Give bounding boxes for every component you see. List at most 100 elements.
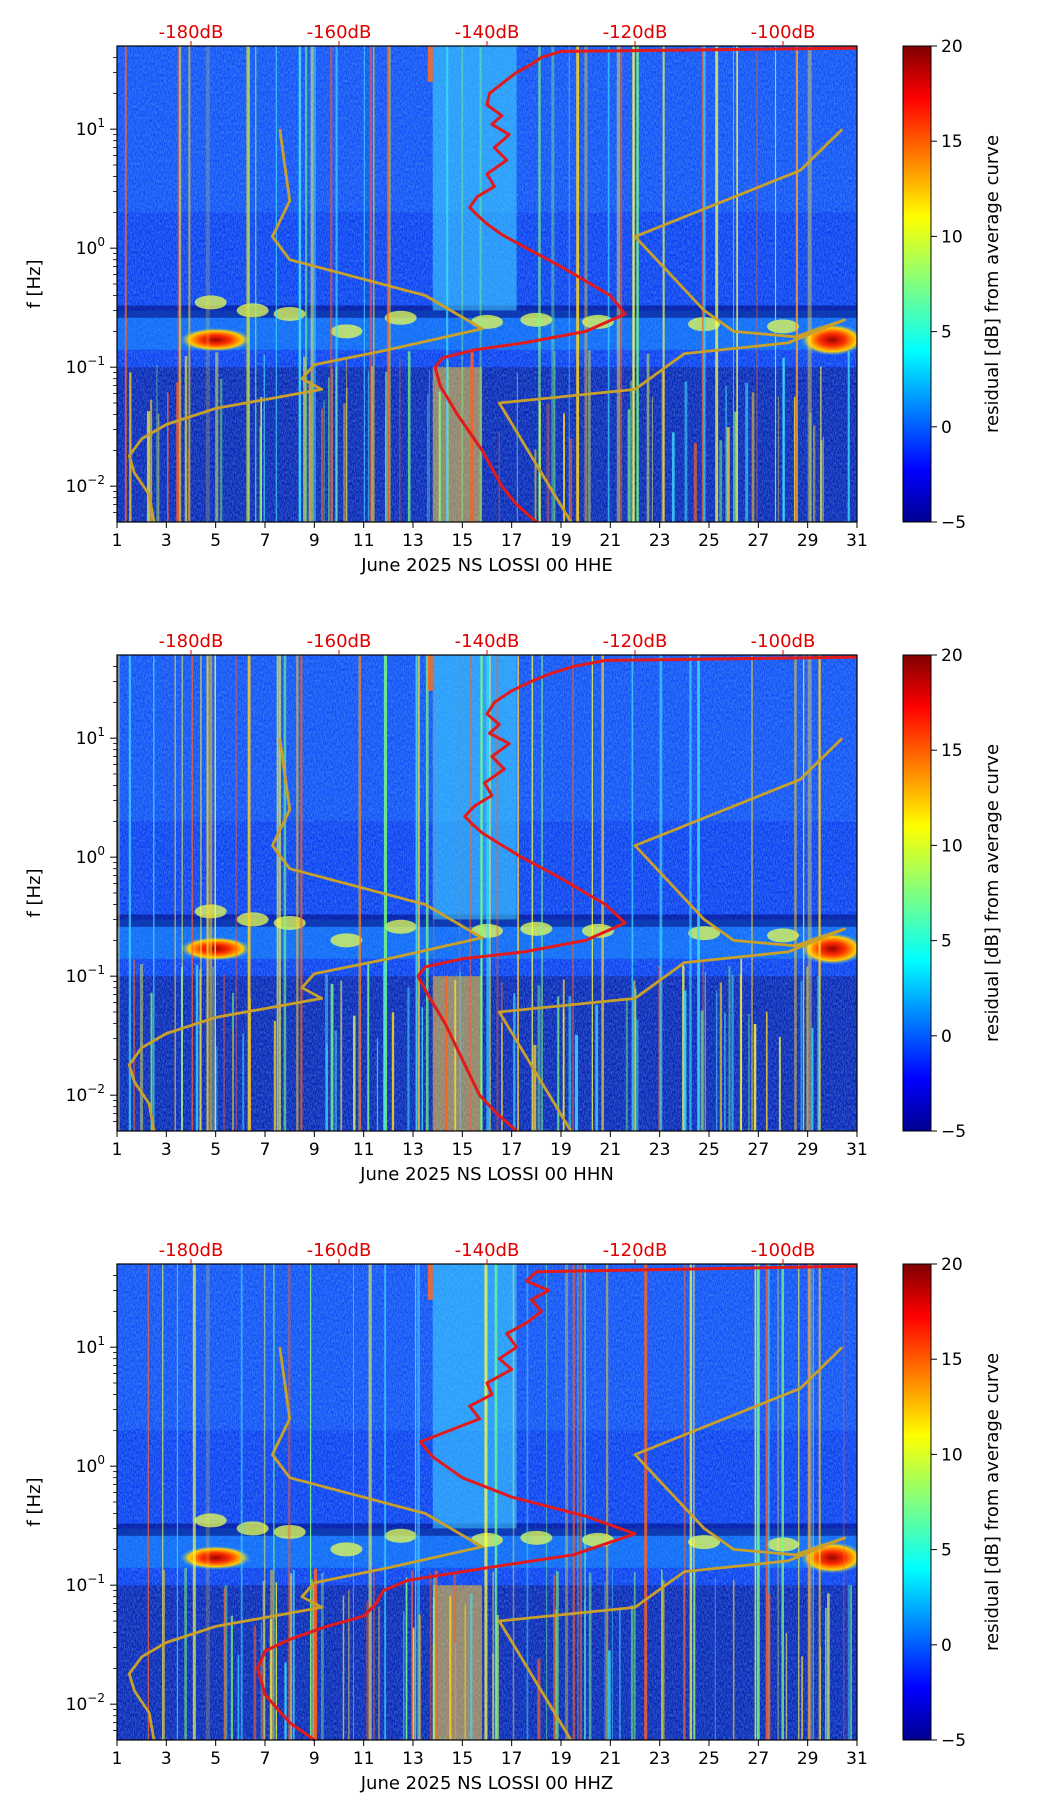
transient-streak xyxy=(554,1609,557,1740)
x-tick-label: 5 xyxy=(210,531,221,551)
transient-streak xyxy=(684,381,688,522)
transient-streak xyxy=(636,46,639,522)
microseism-blob xyxy=(582,923,614,938)
db-label: -100dB xyxy=(751,22,816,43)
transient-streak xyxy=(756,1264,760,1740)
x-axis-title: June 2025 NS LOSSI 00 HHE xyxy=(360,555,613,576)
colorbar xyxy=(902,1263,932,1741)
x-tick-label: 3 xyxy=(161,1140,172,1160)
transient-streak xyxy=(147,1264,149,1740)
transient-streak xyxy=(555,1571,559,1740)
transient-streak xyxy=(262,1652,264,1740)
spectrogram-area xyxy=(117,46,857,522)
transient-streak xyxy=(796,46,798,522)
db-label: -120dB xyxy=(603,1240,668,1261)
transient-streak xyxy=(800,980,803,1131)
transient-streak xyxy=(191,655,194,1131)
colorbar-tick-label: 15 xyxy=(941,132,963,152)
transient-streak xyxy=(458,655,461,1131)
transient-streak xyxy=(303,356,306,522)
y-axis-title: f [Hz] xyxy=(24,259,45,308)
transient-streak xyxy=(479,46,482,522)
transient-streak xyxy=(631,655,634,1131)
x-tick-label: 9 xyxy=(309,1749,320,1769)
microseism-blob xyxy=(688,926,721,941)
y-tick-label: 10−2 xyxy=(66,1691,105,1715)
transient-streak xyxy=(644,1264,648,1740)
transient-streak xyxy=(298,46,302,522)
colorbar-tick-label: 0 xyxy=(941,1636,952,1656)
transient-streak xyxy=(538,46,541,522)
transient-streak xyxy=(340,980,343,1131)
transient-streak xyxy=(444,975,448,1131)
db-label: -100dB xyxy=(751,1240,816,1261)
transient-streak xyxy=(601,655,604,1131)
transient-streak xyxy=(808,1264,811,1740)
nlnm-curve xyxy=(127,1347,484,1741)
microseism-blob xyxy=(767,928,799,943)
transient-streak xyxy=(572,1264,575,1740)
transient-streak xyxy=(512,1264,515,1740)
transient-streak xyxy=(516,372,518,522)
x-tick-label: 29 xyxy=(797,1749,819,1769)
high-frequency-burst xyxy=(427,46,433,82)
transient-streak xyxy=(461,46,464,522)
transient-streak xyxy=(240,1264,243,1740)
colorbar-tick-label: 20 xyxy=(941,37,963,57)
transient-streak xyxy=(310,46,314,522)
transient-streak xyxy=(453,1572,457,1740)
average-psd-curve xyxy=(416,655,858,1133)
colorbar-title: residual [dB] from average curve xyxy=(982,1353,1003,1651)
transient-streak xyxy=(434,1570,438,1740)
transient-streak xyxy=(724,1012,726,1131)
transient-streak xyxy=(781,1264,784,1740)
colorbar-tick-label: 0 xyxy=(941,1027,952,1047)
transient-streak xyxy=(661,1569,663,1740)
transient-streak xyxy=(740,958,743,1131)
transient-streak xyxy=(719,440,723,522)
transient-streak xyxy=(806,966,809,1131)
transient-streak xyxy=(793,396,796,522)
transient-streak xyxy=(568,996,572,1131)
transient-streak xyxy=(794,655,797,1131)
transient-streak xyxy=(847,351,850,522)
transient-streak xyxy=(785,1633,788,1740)
transient-streak xyxy=(693,443,697,522)
transient-streak xyxy=(373,46,375,522)
db-label: -160dB xyxy=(307,631,372,652)
microseism-blob xyxy=(384,1528,417,1543)
x-tick-label: 11 xyxy=(353,531,375,551)
microseism-blob xyxy=(273,306,306,321)
db-label: -140dB xyxy=(455,1240,520,1261)
transient-streak xyxy=(683,990,687,1131)
transient-streak xyxy=(275,46,277,522)
transient-streak xyxy=(819,1646,821,1740)
transient-streak xyxy=(246,46,249,522)
transient-streak xyxy=(284,1662,287,1740)
transient-streak xyxy=(694,1571,696,1740)
x-tick-label: 19 xyxy=(550,1140,572,1160)
transient-streak xyxy=(399,358,401,522)
transient-streak xyxy=(704,972,707,1131)
storm-low-frequency xyxy=(432,976,483,1131)
transient-streak xyxy=(156,364,158,522)
transient-streak xyxy=(827,1593,830,1740)
y-tick-label: 10−1 xyxy=(66,963,105,987)
transient-streak xyxy=(385,371,389,522)
y-tick-label: 100 xyxy=(76,844,105,868)
storm-low-frequency xyxy=(432,1585,483,1740)
transient-streak xyxy=(817,976,821,1131)
transient-streak xyxy=(629,380,633,522)
transient-streak xyxy=(538,401,541,522)
transient-streak xyxy=(432,655,435,1131)
transient-streak xyxy=(326,1043,328,1131)
transient-streak xyxy=(662,1580,665,1740)
transient-streak xyxy=(373,1569,375,1740)
transient-streak xyxy=(812,1264,814,1740)
transient-streak xyxy=(157,413,160,522)
transient-streak xyxy=(276,655,279,1131)
transient-streak xyxy=(212,966,214,1131)
x-tick-label: 13 xyxy=(402,1749,424,1769)
transient-streak xyxy=(309,1264,312,1740)
